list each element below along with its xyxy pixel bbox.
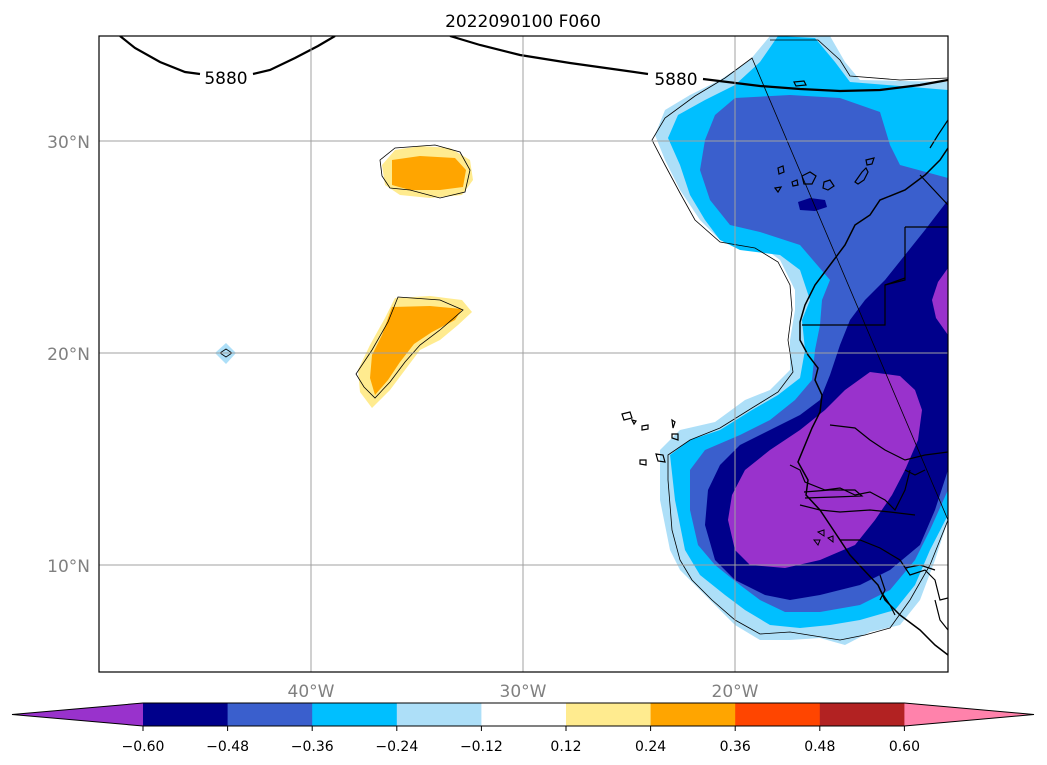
anomaly-region-purple: [728, 372, 922, 568]
colorbar-segment: [819, 703, 905, 726]
contour-outline-north-blob: [379, 144, 471, 199]
lon-label-40w: 40°W: [288, 682, 335, 702]
lon-label-20w: 20°W: [712, 682, 759, 702]
contour-outline-south-blob: [355, 296, 464, 399]
geopotential-contour-west: [119, 36, 336, 76]
map-frame: [98, 35, 949, 673]
lat-label-10n: 10°N: [47, 557, 90, 577]
border-morocco-algeria: [919, 119, 948, 206]
bijagos-islands: [812, 529, 834, 546]
colorbar-tick-label: −0.60: [122, 739, 165, 755]
colorbar-segment: [481, 703, 567, 726]
grid-lines: [99, 36, 948, 672]
border-senegal: [789, 464, 926, 516]
colorbar-tick-label: 0.48: [804, 739, 835, 755]
lon-label-30w: 30°W: [500, 682, 547, 702]
colorbar-segment: [312, 703, 398, 726]
colorbar-tick-label: 0.36: [720, 739, 751, 755]
geopotential-contour-east: [449, 36, 948, 93]
map-area: 5880 5880: [99, 36, 948, 672]
anomaly-region-purple-edge: [932, 268, 948, 335]
colorbar-segment: [396, 703, 482, 726]
madeira-island: [793, 80, 807, 87]
colorbar-segment: [650, 703, 736, 726]
anomaly-region-orange-north: [392, 156, 466, 190]
colorbar-tick-label: −0.24: [375, 739, 418, 755]
anomaly-region-navy-small: [798, 198, 827, 211]
anomaly-region-orange-south: [370, 306, 462, 395]
figure-title: 2022090100 F060: [445, 12, 601, 32]
colorbar-tick-label: 0.12: [550, 739, 581, 755]
colorbar-segment: [143, 703, 229, 726]
lat-label-20n: 20°N: [47, 345, 90, 365]
border-gambia: [803, 489, 864, 499]
lat-label-30n: 30°N: [47, 133, 90, 153]
colorbar-arrow-right: [904, 703, 1034, 726]
colorbar-tick-label: 0.24: [635, 739, 666, 755]
colorbar-arrow-left: [12, 703, 143, 726]
colorbar-tick-label: −0.36: [291, 739, 334, 755]
colorbar-segment: [735, 703, 821, 726]
colorbar: −0.60 −0.48 −0.36 −0.24 −0.12 0.12 0.24 0.36 0.4…: [11, 702, 1035, 755]
cape-verde-islands: [621, 411, 679, 466]
colorbar-segment: [566, 703, 652, 726]
coastline-africa: [797, 147, 948, 656]
border-sierra-leone: [879, 574, 948, 631]
canary-islands: [773, 157, 875, 194]
contour-label-east: 5880: [654, 70, 697, 90]
contour-outline-east: [651, 39, 948, 641]
colorbar-tick-label: −0.12: [460, 739, 503, 755]
border-mauritania-mali: [829, 277, 948, 461]
colorbar-segment: [227, 703, 313, 726]
colorbar-tick-label: 0.60: [889, 739, 920, 755]
colorbar-tick-label: −0.48: [206, 739, 249, 755]
contour-label-west: 5880: [204, 69, 247, 89]
